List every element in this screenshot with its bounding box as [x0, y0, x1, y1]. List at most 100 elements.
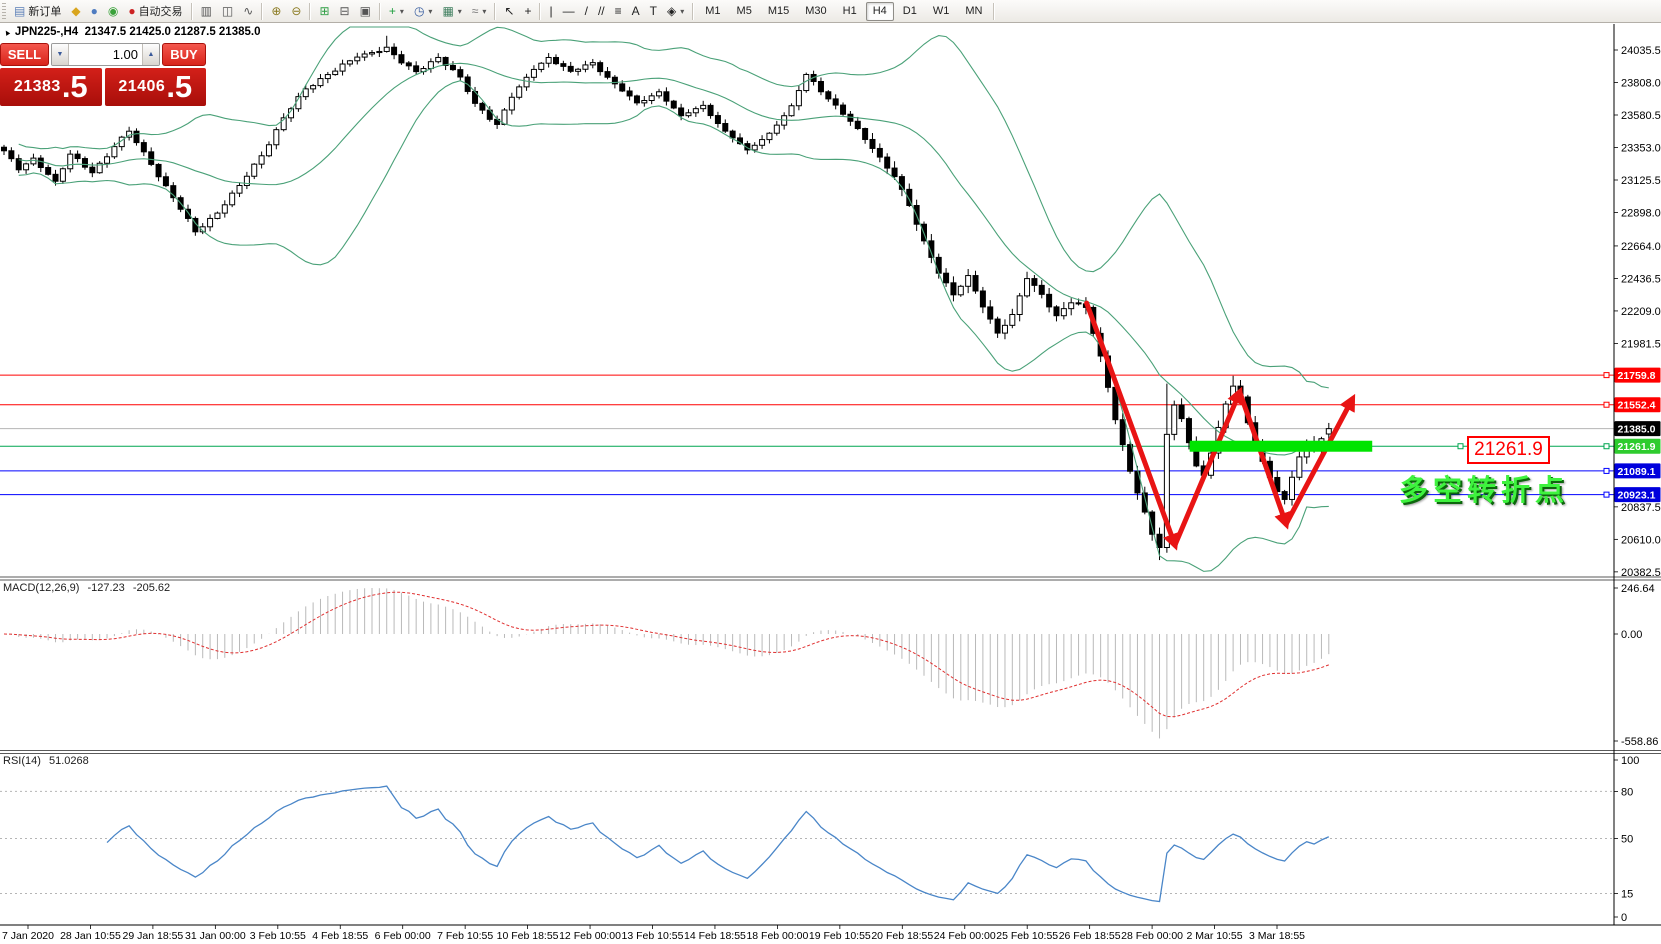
- toolbar-separator: [261, 2, 264, 20]
- svg-text:21981.5: 21981.5: [1621, 338, 1661, 350]
- axes: [0, 24, 1661, 926]
- indicators-icon: ≈: [471, 4, 479, 18]
- gold-button[interactable]: ◆: [67, 2, 84, 21]
- text-label-icon: T: [649, 4, 657, 18]
- new-chart-button[interactable]: + ▾: [385, 2, 408, 21]
- chart-plot-area[interactable]: [0, 24, 1614, 577]
- macd-indicator-label: MACD(12,26,9) -127.23 -205.62: [3, 582, 175, 594]
- toolbar-separator: [539, 2, 542, 20]
- signals-button[interactable]: ◉: [104, 2, 122, 21]
- toolbar-separator: [309, 2, 312, 20]
- arrows-button[interactable]: ◈ ▾: [663, 2, 688, 21]
- tile-windows-icon: ⊞: [319, 4, 330, 18]
- svg-text:6 Feb 00:00: 6 Feb 00:00: [375, 930, 431, 942]
- trend-arrows[interactable]: [1084, 300, 1356, 551]
- cascade-windows-button[interactable]: ▣: [356, 2, 375, 21]
- sell-button[interactable]: SELL: [0, 43, 49, 66]
- chevron-down-icon: ▾: [680, 6, 685, 16]
- line-chart-button[interactable]: ∿: [239, 2, 257, 21]
- svg-text:246.64: 246.64: [1621, 583, 1655, 595]
- bar-chart-button[interactable]: ▥: [197, 2, 216, 21]
- auto-trading-label: 自动交易: [138, 6, 183, 18]
- zoom-in-button[interactable]: ⊕: [267, 2, 285, 21]
- signals-icon: ◉: [107, 4, 119, 18]
- symbol-timeframe-label: JPN225-,H4: [14, 26, 79, 38]
- ask-price-main: 21406: [118, 78, 166, 95]
- timeframe-m1-button[interactable]: M1: [698, 2, 727, 21]
- bid-price-fraction: .5: [61, 69, 88, 104]
- svg-text:22436.5: 22436.5: [1621, 273, 1661, 285]
- sell-price-panel[interactable]: 21383 .5: [0, 68, 102, 106]
- zoom-out-icon: ⊖: [291, 4, 302, 18]
- timeframe-w1-button[interactable]: W1: [926, 2, 957, 21]
- volume-input[interactable]: [69, 44, 142, 65]
- svg-text:28 Jan 10:55: 28 Jan 10:55: [60, 930, 121, 942]
- one-click-trading-panel: SELL ▼ ▲ BUY 21383 .5 21406 .5: [0, 43, 206, 106]
- symbol-info: ▲ JPN225-,H4 21347.5 21425.0 21287.5 2138…: [1, 26, 261, 38]
- vertical-line-button[interactable]: |: [545, 2, 556, 21]
- svg-text:23580.5: 23580.5: [1621, 110, 1661, 122]
- buy-price-panel[interactable]: 21406 .5: [104, 68, 206, 106]
- svg-text:23808.0: 23808.0: [1621, 78, 1661, 90]
- periods-icon: ◷: [413, 4, 425, 18]
- horizontal-line-button[interactable]: —: [559, 2, 579, 21]
- cursor-button[interactable]: ↖: [500, 2, 518, 21]
- fibonacci-button[interactable]: ≡: [611, 2, 626, 21]
- candlestick-chart-button[interactable]: ◫: [218, 2, 237, 21]
- periods-button[interactable]: ◷ ▾: [410, 2, 437, 21]
- auto-trading-button[interactable]: ● 自动交易: [124, 2, 186, 21]
- volume-control: ▼ ▲: [51, 43, 160, 66]
- svg-text:50: 50: [1621, 834, 1633, 846]
- cascade-windows-icon: ▣: [359, 4, 371, 18]
- tile-windows-button[interactable]: ⊞: [315, 2, 333, 21]
- svg-text:19 Feb 10:55: 19 Feb 10:55: [809, 930, 871, 942]
- timeframe-m5-button[interactable]: M5: [730, 2, 759, 21]
- price-callout-box[interactable]: 21261.9: [1467, 436, 1550, 464]
- svg-text:21385.0: 21385.0: [1618, 424, 1656, 436]
- text-button[interactable]: A: [628, 2, 644, 21]
- volume-increase-button[interactable]: ▲: [142, 44, 159, 65]
- toolbar-drag-handle[interactable]: [2, 3, 6, 19]
- timeframe-d1-button[interactable]: D1: [896, 2, 924, 21]
- svg-text:22898.0: 22898.0: [1621, 208, 1661, 220]
- chevron-down-icon: ▾: [428, 6, 433, 16]
- indicators-button[interactable]: ≈ ▾: [468, 2, 491, 21]
- timeframe-mn-button[interactable]: MN: [958, 2, 989, 21]
- timeframe-h4-button[interactable]: H4: [865, 1, 894, 21]
- arrange-windows-button[interactable]: ⊟: [336, 2, 354, 21]
- volume-decrease-button[interactable]: ▼: [52, 44, 69, 65]
- svg-text:10 Feb 18:55: 10 Feb 18:55: [497, 930, 559, 942]
- community-button[interactable]: ●: [87, 2, 102, 21]
- ask-price-fraction: .5: [166, 69, 193, 104]
- text-label-button[interactable]: T: [646, 2, 661, 21]
- crosshair-button[interactable]: +: [520, 2, 535, 21]
- svg-text:80: 80: [1621, 786, 1633, 798]
- timeframe-h1-button[interactable]: H1: [836, 2, 864, 21]
- timeframe-m15-button[interactable]: M15: [761, 2, 796, 21]
- svg-text:20610.0: 20610.0: [1621, 534, 1661, 546]
- macd-value-signal: -205.62: [132, 582, 171, 594]
- buy-button[interactable]: BUY: [162, 43, 206, 66]
- svg-text:21759.8: 21759.8: [1618, 370, 1656, 382]
- svg-text:4 Feb 18:55: 4 Feb 18:55: [312, 930, 368, 942]
- equidistant-channel-button[interactable]: //: [594, 2, 609, 21]
- svg-text:23353.0: 23353.0: [1621, 143, 1661, 155]
- bollinger-middle: [18, 62, 1329, 456]
- svg-text:22209.0: 22209.0: [1621, 306, 1661, 318]
- svg-text:29 Jan 18:55: 29 Jan 18:55: [123, 930, 184, 942]
- turning-point-annotation[interactable]: 多空转折点: [1399, 475, 1570, 507]
- templates-button[interactable]: ▦ ▾: [438, 2, 465, 21]
- up-arrow-icon: ▲: [147, 51, 155, 58]
- svg-text:13 Feb 10:55: 13 Feb 10:55: [622, 930, 684, 942]
- highlight-bar[interactable]: [1189, 440, 1464, 452]
- ohlc-values: 21347.5 21425.0 21287.5 21385.0: [84, 26, 261, 38]
- svg-text:0: 0: [1621, 912, 1627, 924]
- trendline-button[interactable]: /: [581, 2, 592, 21]
- new-order-button[interactable]: ▤ 新订单: [10, 2, 65, 21]
- zoom-out-button[interactable]: ⊖: [287, 2, 305, 21]
- timeframe-m30-button[interactable]: M30: [798, 2, 833, 21]
- svg-text:31 Jan 00:00: 31 Jan 00:00: [185, 930, 246, 942]
- gold-icon: ◆: [71, 4, 81, 18]
- price-badge: [1614, 463, 1661, 479]
